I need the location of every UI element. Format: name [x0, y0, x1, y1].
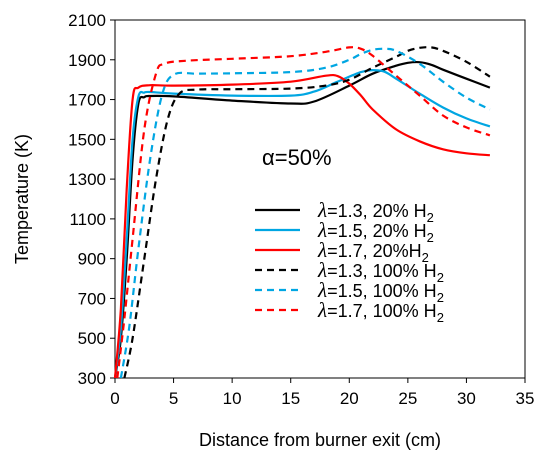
- legend-label-1: λ=1.3, 20% H2: [317, 198, 434, 225]
- legend-label-6: λ=1.7, 100% H2: [317, 298, 444, 325]
- legend-label-4: λ=1.3, 100% H2: [317, 258, 444, 285]
- series-layer: [113, 46, 491, 379]
- x-axis-title: Distance from burner exit (cm): [199, 430, 441, 450]
- axes: 0 5 10 15 20 25 30 35 300 500 700 900 1100 1300 1500 17…: [68, 11, 534, 408]
- series-line-6: [116, 46, 491, 379]
- plot-frame: [114, 19, 526, 379]
- x-tick-label: 20: [340, 389, 359, 408]
- y-tick-label: 900: [78, 250, 106, 269]
- y-tick-label: 1900: [68, 51, 106, 70]
- legend-label-2: λ=1.5, 20% H2: [317, 218, 434, 245]
- x-tick-label: 25: [398, 389, 417, 408]
- y-tick-label: 1300: [68, 170, 106, 189]
- y-tick-label: 700: [78, 289, 106, 308]
- x-tick-label: 0: [110, 389, 119, 408]
- series-line-3: [113, 73, 490, 379]
- y-tick-label: 1100: [69, 210, 106, 229]
- series-line-5: [119, 47, 491, 379]
- x-tick-label: 30: [457, 389, 476, 408]
- series-line-1: [113, 60, 491, 379]
- legend-label-5: λ=1.5, 100% H2: [317, 278, 444, 305]
- y-tick-label: 1500: [68, 130, 106, 149]
- x-tick-label: 35: [516, 389, 535, 408]
- x-tick-label: 10: [223, 389, 242, 408]
- y-tick-label: 1700: [68, 91, 106, 110]
- legend-label-3: λ=1.7, 20%H2: [317, 238, 429, 265]
- y-tick-label: 500: [78, 329, 106, 348]
- y-tick-label: 300: [78, 369, 106, 388]
- y-axis-title: Temperature (K): [12, 134, 32, 264]
- legend: λ=1.3, 20% H2λ=1.5, 20% H2λ=1.7, 20%H2λ=…: [255, 198, 444, 325]
- alpha-annotation: α=50%: [262, 145, 332, 170]
- x-tick-label: 15: [281, 389, 300, 408]
- y-tick-label: 2100: [68, 11, 106, 30]
- x-tick-label: 5: [169, 389, 178, 408]
- series-line-4: [123, 46, 491, 379]
